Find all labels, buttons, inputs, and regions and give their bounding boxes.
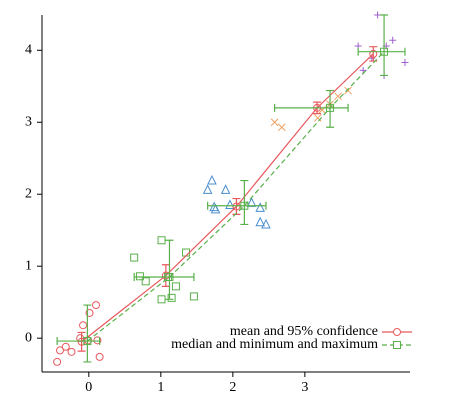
data-point (261, 218, 271, 229)
data-point (182, 248, 191, 257)
data-point (171, 282, 180, 291)
data-point (374, 11, 382, 19)
range-bar-y (83, 304, 92, 363)
data-point (225, 199, 235, 210)
data-point (255, 216, 266, 227)
data-point (210, 203, 221, 214)
data-point (135, 272, 144, 281)
x-tick-label: 0 (85, 380, 92, 395)
data-point (401, 59, 409, 67)
range-bar-y (380, 14, 389, 77)
error-bar (369, 46, 378, 62)
data-point (79, 321, 88, 330)
data-point (344, 86, 352, 95)
summary-marker (380, 47, 389, 56)
data-point (313, 114, 322, 122)
data-point (246, 197, 257, 207)
summary-marker (165, 272, 174, 281)
data-point (277, 123, 286, 132)
data-point (389, 36, 397, 44)
summary-marker (77, 337, 86, 346)
x-tick-label: 1 (157, 380, 164, 395)
y-tick-label: 1 (25, 258, 32, 273)
summary-marker (240, 201, 249, 210)
data-point (95, 352, 104, 361)
data-point (220, 184, 231, 194)
data-point (130, 253, 139, 262)
range-bar-x (133, 272, 195, 281)
summary-marker (326, 103, 335, 112)
legend-marker (393, 341, 401, 349)
data-point (61, 342, 70, 351)
error-bar (232, 197, 241, 215)
data-point (53, 357, 62, 366)
x-tick-label: 2 (229, 380, 236, 395)
y-tick-label: 2 (25, 186, 32, 201)
legend-label: mean and 95% confidence (230, 324, 378, 339)
data-point (85, 308, 94, 317)
summary-marker (369, 49, 378, 58)
error-bar (77, 331, 86, 352)
y-tick-label: 3 (25, 114, 32, 129)
data-point (255, 202, 266, 212)
data-point (334, 92, 342, 101)
data-point (157, 236, 166, 245)
data-point (157, 295, 166, 304)
range-bar-x (207, 201, 267, 210)
data-point (141, 277, 150, 286)
summary-marker (83, 337, 92, 346)
data-point (93, 336, 102, 345)
y-tick-label: 0 (25, 330, 32, 345)
range-bar-x (357, 47, 406, 56)
data-point (207, 174, 217, 185)
range-bar-x (56, 337, 101, 346)
data-point (202, 184, 213, 194)
summary-marker (232, 202, 241, 211)
data-point (92, 301, 101, 310)
range-bar-y (165, 239, 174, 300)
y-tick-label: 4 (25, 42, 32, 57)
x-tick-label: 3 (301, 380, 308, 395)
data-point (67, 347, 76, 356)
range-bar-y (326, 89, 335, 128)
data-point (189, 292, 198, 301)
legend-marker (393, 328, 401, 336)
legend-label: median and minimum and maximum (171, 337, 378, 352)
data-point (270, 118, 279, 127)
data-point (56, 346, 65, 355)
data-point (167, 293, 176, 302)
range-bar-x (274, 103, 349, 112)
series-line (87, 51, 385, 342)
